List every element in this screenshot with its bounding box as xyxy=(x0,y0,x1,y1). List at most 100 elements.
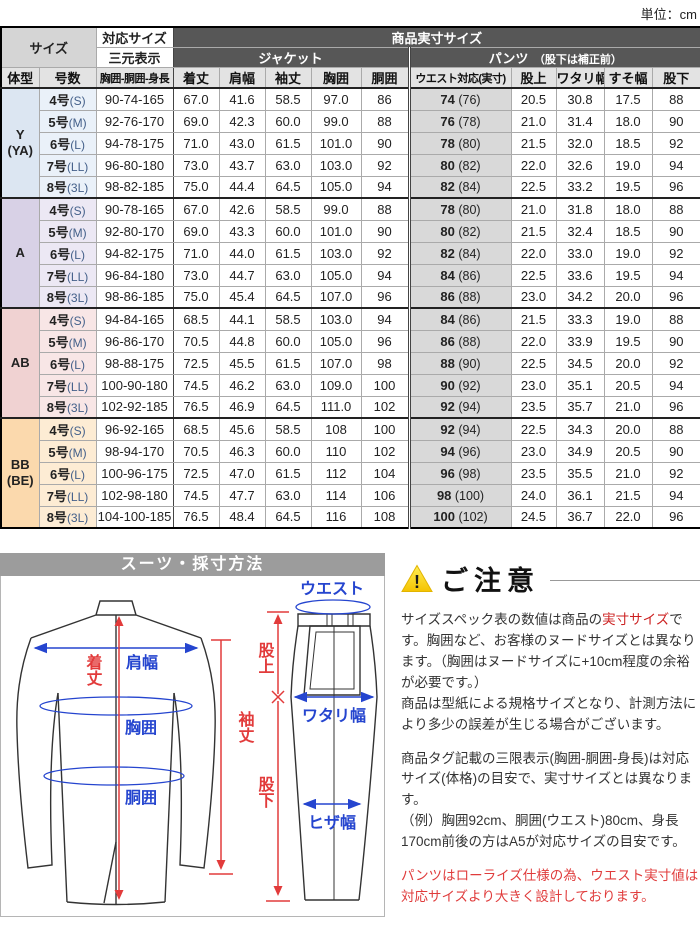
column-header-4: 肩幅 xyxy=(218,67,266,89)
jacket-value-cell: 101.0 xyxy=(310,219,362,243)
jacket-value-cell: 67.0 xyxy=(172,87,220,111)
pants-value-cell: 94 xyxy=(651,263,700,287)
table-row: 6号(L) 94-78-175 71.0 43.0 61.5 101.0 90 78 (80)… xyxy=(1,131,700,155)
notice-paragraph-4: （例）胸囲92cm、胴囲(ウエスト)80cm、身長170cm前後の方はA5が対応… xyxy=(401,813,686,850)
size-number-cell: 5号(M) xyxy=(38,439,97,463)
warning-icon: ! xyxy=(401,564,433,592)
jacket-value-cell: 111.0 xyxy=(310,395,362,419)
jacket-value-cell: 69.0 xyxy=(172,109,220,133)
triple-size-cell: 96-84-180 xyxy=(95,263,174,287)
notice-paragraph-3: 商品タグ記載の三限表示(胸囲-胴囲-身長)は対応サイズ(体格)の目安で、実寸サイ… xyxy=(401,750,693,808)
pants-value-cell: 88 xyxy=(651,307,700,331)
pants-value-cell: 20.0 xyxy=(603,285,653,309)
jacket-value-cell: 61.5 xyxy=(264,351,312,375)
pants-value-cell: 33.6 xyxy=(555,263,605,287)
waist-size-cell: 100 (102) xyxy=(407,505,512,529)
pants-waist-label: ウエスト xyxy=(300,580,364,598)
body-type-cell: AB xyxy=(0,307,40,419)
jacket-value-cell: 44.7 xyxy=(218,263,266,287)
pants-value-cell: 33.9 xyxy=(555,329,605,353)
jacket-value-cell: 96 xyxy=(360,285,410,309)
pants-value-cell: 18.0 xyxy=(603,109,653,133)
jacket-value-cell: 92 xyxy=(360,241,410,265)
pants-value-cell: 90 xyxy=(651,109,700,133)
pants-value-cell: 20.0 xyxy=(603,417,653,441)
body-type-cell: Y (YA) xyxy=(0,87,40,199)
pants-value-cell: 96 xyxy=(651,395,700,419)
waist-size-cell: 84 (86) xyxy=(407,307,512,331)
pants-value-cell: 24.5 xyxy=(510,505,557,529)
pants-value-cell: 23.5 xyxy=(510,395,557,419)
pants-value-cell: 18.5 xyxy=(603,131,653,155)
rise-arrow xyxy=(267,611,289,704)
pants-value-cell: 21.5 xyxy=(510,307,557,331)
size-number-cell: 5号(M) xyxy=(38,219,97,243)
triple-size-cell: 98-88-175 xyxy=(95,351,174,375)
table-row: A 4号(S) 90-78-165 67.0 42.6 58.5 99.0 88 78 (80)… xyxy=(0,197,700,309)
pants-value-cell: 92 xyxy=(651,131,700,155)
pants-value-cell: 94 xyxy=(651,373,700,397)
column-header-2: 胸囲-胴囲-身長 xyxy=(95,67,174,89)
pants-label: パンツ xyxy=(488,51,529,66)
measurement-diagram-panel: スーツ・採寸方法 xyxy=(0,553,385,917)
jacket-length-arrow xyxy=(114,616,124,900)
jacket-length-label: 着丈 xyxy=(84,653,104,687)
waist-size-cell: 86 (88) xyxy=(407,285,512,309)
suit-diagram-svg: 肩幅 着丈 胸囲 胴囲 袖丈 ウエスト 股上 ワタリ幅 股下 ヒザ幅 xyxy=(16,580,378,906)
sleeve-length-label: 袖丈 xyxy=(236,710,255,744)
jacket-value-cell: 42.3 xyxy=(218,109,266,133)
table-row: 6号(L) 94-82-175 71.0 44.0 61.5 103.0 92 82 (84)… xyxy=(1,241,700,265)
column-header-row: 体型 号数 胸囲-胴囲-身長 着丈 肩幅 袖丈 胸囲 胴囲 ウエスト対応(実寸) 股上 ワタリ幅 すそ… xyxy=(0,67,700,89)
jacket-value-cell: 99.0 xyxy=(310,109,362,133)
jacket-value-cell: 44.8 xyxy=(218,329,266,353)
pants-value-cell: 90 xyxy=(651,219,700,243)
jacket-value-cell: 86 xyxy=(360,87,410,111)
pants-value-cell: 94 xyxy=(651,483,700,507)
table-row: 6号(L) 98-88-175 72.5 45.5 61.5 107.0 98 88 (90)… xyxy=(1,351,700,375)
pants-value-cell: 22.0 xyxy=(510,241,557,265)
jacket-value-cell: 68.5 xyxy=(172,417,220,441)
waist-size-cell: 82 (84) xyxy=(407,175,512,199)
jacket-value-cell: 45.4 xyxy=(218,285,266,309)
waist-size-cell: 92 (94) xyxy=(407,395,512,419)
body-type-cell: BB (BE) xyxy=(0,417,40,529)
pants-value-cell: 31.8 xyxy=(555,197,605,221)
jacket-value-cell: 75.0 xyxy=(172,175,220,199)
jacket-value-cell: 46.9 xyxy=(218,395,266,419)
jacket-value-cell: 64.5 xyxy=(264,285,312,309)
jacket-value-cell: 107.0 xyxy=(310,285,362,309)
column-header-8: ウエスト対応(実寸) xyxy=(407,67,512,89)
jacket-value-cell: 68.5 xyxy=(172,307,220,331)
triple-size-cell: 96-80-180 xyxy=(95,153,174,177)
jacket-value-cell: 90 xyxy=(360,131,410,155)
triple-size-cell: 90-78-165 xyxy=(95,197,174,221)
table-row: 5号(M) 92-76-170 69.0 42.3 60.0 99.0 88 76 (78) 2… xyxy=(1,109,700,133)
jacket-value-cell: 97.0 xyxy=(310,87,362,111)
table-row: 8号(3L) 98-82-185 75.0 44.4 64.5 105.0 94 82 (84… xyxy=(1,175,700,199)
measurement-diagram: 肩幅 着丈 胸囲 胴囲 袖丈 ウエスト 股上 ワタリ幅 股下 ヒザ幅 xyxy=(0,576,385,917)
table-row: 8号(3L) 98-86-185 75.0 45.4 64.5 107.0 96 86 (88… xyxy=(1,285,700,309)
jacket-value-cell: 88 xyxy=(360,109,410,133)
pants-value-cell: 20.5 xyxy=(510,87,557,111)
jacket-value-cell: 44.4 xyxy=(218,175,266,199)
jacket-value-cell: 43.0 xyxy=(218,131,266,155)
waist-size-cell: 76 (78) xyxy=(407,109,512,133)
jacket-value-cell: 69.0 xyxy=(172,219,220,243)
size-number-cell: 7号(LL) xyxy=(38,263,97,287)
pants-value-cell: 19.0 xyxy=(603,307,653,331)
size-number-cell: 8号(3L) xyxy=(38,395,97,419)
pants-value-cell: 20.0 xyxy=(603,351,653,375)
taio-size-header: 対応サイズ xyxy=(95,26,174,48)
size-header: サイズ xyxy=(0,26,97,68)
jacket-value-cell: 64.5 xyxy=(264,505,312,529)
waist-size-cell: 92 (94) xyxy=(407,417,512,441)
column-header-3: 着丈 xyxy=(172,67,220,89)
size-number-cell: 6号(L) xyxy=(38,131,97,155)
pants-value-cell: 21.0 xyxy=(603,461,653,485)
measurement-title-bar: スーツ・採寸方法 xyxy=(0,553,385,576)
jacket-value-cell: 114 xyxy=(310,483,362,507)
header-row-1: サイズ 対応サイズ 商品実寸サイズ xyxy=(0,26,700,68)
table-row: 7号(LL) 100-90-180 74.5 46.2 63.0 109.0 100 90 (… xyxy=(1,373,700,397)
table-row: Y (YA) 4号(S) 90-74-165 67.0 41.6 58.5 97.0 86 74 … xyxy=(0,87,700,199)
jacket-value-cell: 100 xyxy=(360,417,410,441)
